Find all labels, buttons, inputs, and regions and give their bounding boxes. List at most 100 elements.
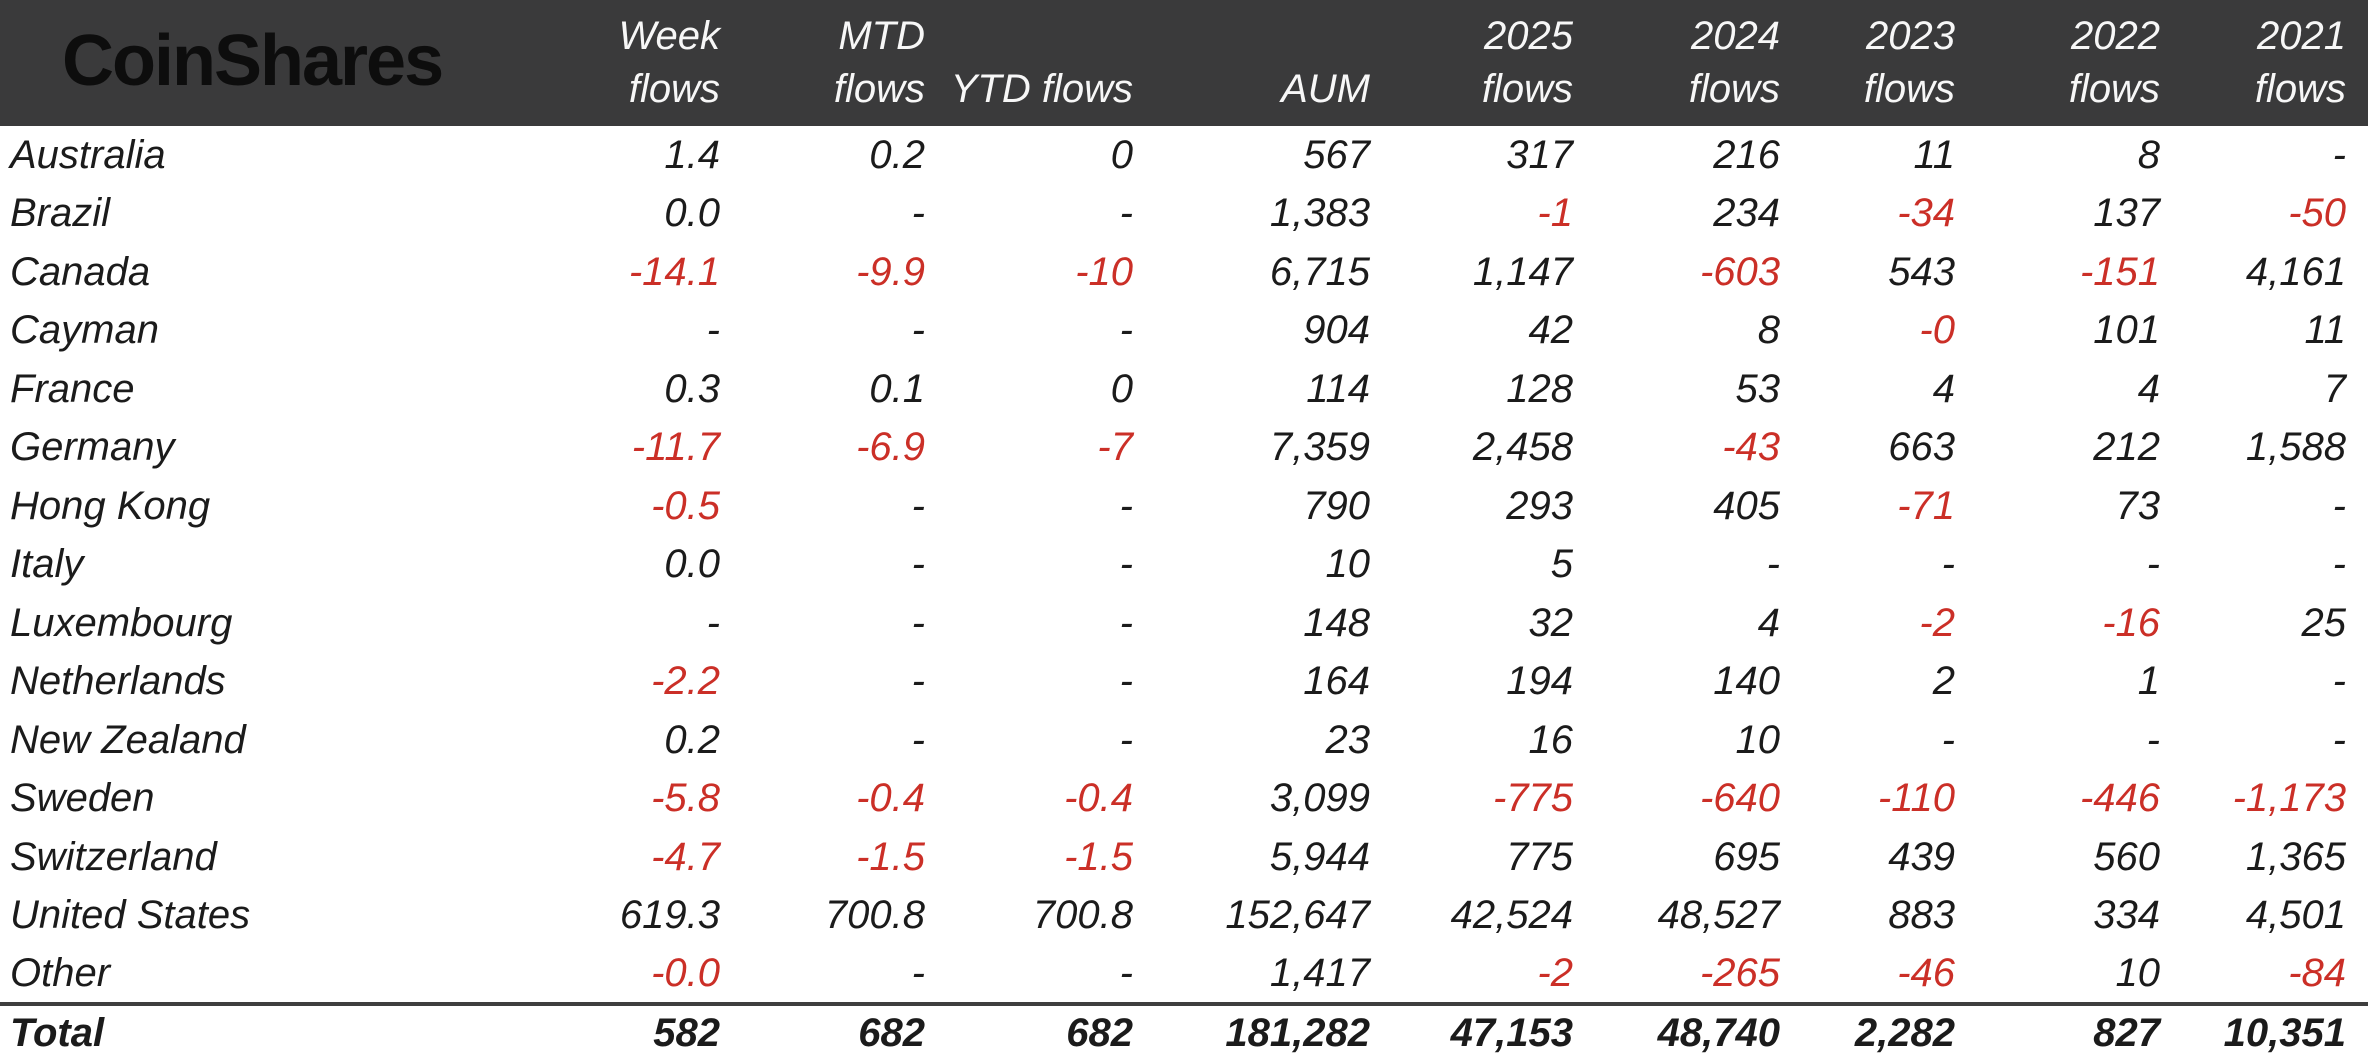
flows-2025-cell: 42,524 (1450, 893, 1573, 938)
column-header-line2: YTD flows (950, 67, 1133, 111)
column-header-2025-flows: 2025 flows (1380, 0, 1583, 126)
flows-2024-cell: 48,527 (1657, 893, 1780, 938)
ytd-flows-cell: -1.5 (1064, 834, 1133, 879)
country-label: Italy (10, 542, 84, 587)
flows-2025-cell: 32 (1528, 600, 1574, 645)
aum-cell: 904 (1303, 308, 1370, 353)
country-label: Cayman (10, 308, 159, 353)
column-header-line1: 2023 (1866, 14, 1955, 58)
flows-2023-cell: -2 (1919, 600, 1955, 645)
aum-cell: 23 (1325, 717, 1371, 762)
column-header-line2: flows (1481, 67, 1573, 111)
table-body: Australia 1.4 0.2 0 567 317 216 11 8 - B… (0, 126, 2368, 1062)
column-header-ytd-flows: YTD flows (935, 0, 1143, 126)
mtd-flows-cell: -9.9 (856, 249, 925, 294)
column-header-line1 (935, 10, 1133, 63)
flows-2022-cell: 8 (2137, 132, 2160, 177)
column-header-line2: flows (1863, 67, 1955, 111)
country-label: Switzerland (10, 834, 217, 879)
total-row: Total 582 682 682 181,282 47,153 48,740 … (0, 1001, 2368, 1062)
flows-2022-cell: 4 (2137, 366, 2160, 411)
flows-2025-cell: 42 (1528, 308, 1574, 353)
mtd-flows-cell: - (911, 950, 925, 995)
ytd-flows-cell: - (1119, 659, 1133, 704)
column-header-week-flows: Week flows (332, 0, 730, 126)
table-header: Week flows MTD flows YTD flows AUM 2025 (0, 0, 2368, 126)
mtd-flows-cell: 0.1 (869, 366, 925, 411)
ytd-flows-cell: 0 (1110, 132, 1133, 177)
flows-2025-cell: 5 (1550, 542, 1573, 587)
country-label: France (10, 366, 135, 411)
ytd-flows-cell: - (1119, 483, 1133, 528)
flows-2021-cell: 7 (2323, 366, 2346, 411)
flows-2024-cell: -43 (1722, 425, 1780, 470)
flows-2021-cell: -84 (2288, 950, 2346, 995)
flows-2025-cell: -775 (1492, 776, 1573, 821)
flows-2022-cell: 334 (2093, 893, 2160, 938)
week-flows-cell: 1.4 (664, 132, 720, 177)
aum-cell: 148 (1303, 600, 1370, 645)
flows-2023-cell: - (1941, 542, 1955, 587)
aum-cell: 10 (1325, 542, 1371, 587)
coinshares-logo: CoinShares (62, 21, 444, 101)
flows-2022-cell: - (2146, 542, 2160, 587)
table-row: United States 619.3 700.8 700.8 152,647 … (0, 887, 2368, 946)
table-row: Other -0.0 - - 1,417 -2 -265 -46 10 -84 (0, 945, 2368, 1004)
flows-2022-cell: -151 (2079, 249, 2160, 294)
week-flows-cell: 0.0 (664, 191, 720, 236)
aum-cell: 114 (1306, 366, 1370, 411)
week-flows-cell: 0.0 (664, 542, 720, 587)
column-header-line1: 2025 (1484, 14, 1573, 58)
flows-2025-cell: 293 (1506, 483, 1573, 528)
flows-2024-cell: 10 (1735, 717, 1781, 762)
flows-2021-cell: - (2332, 542, 2346, 587)
flows-2025-cell: -1 (1537, 191, 1573, 236)
flows-2023-cell: 439 (1888, 834, 1955, 879)
flows-2025-cell: 2,458 (1472, 425, 1573, 470)
table-row: Netherlands -2.2 - - 164 194 140 2 1 - (0, 653, 2368, 712)
country-label: Australia (10, 132, 166, 177)
ytd-flows-cell: -10 (1075, 249, 1133, 294)
country-label: Germany (10, 425, 175, 470)
flows-2022-cell: 1 (2137, 659, 2160, 704)
flows-2025-cell: 775 (1506, 834, 1573, 879)
flows-2024-cell: 4 (1757, 600, 1780, 645)
mtd-flows-cell: -6.9 (856, 425, 925, 470)
aum-cell: 5,944 (1269, 834, 1370, 879)
flows-2024-cell: - (1766, 542, 1780, 587)
flows-2022-cell: 560 (2093, 834, 2160, 879)
week-flows-cell: -5.8 (651, 776, 720, 821)
country-label: Hong Kong (10, 483, 211, 528)
aum-cell: 152,647 (1225, 893, 1370, 938)
column-header-2023-flows: 2023 flows (1790, 0, 1965, 126)
flows-2024-cell: 140 (1713, 659, 1780, 704)
aum-cell: 790 (1303, 483, 1370, 528)
mtd-flows-cell: 682 (730, 1001, 935, 1062)
flows-2021-cell: 1,588 (2245, 425, 2346, 470)
flows-2024-cell: 53 (1735, 366, 1781, 411)
aum-cell: 7,359 (1269, 425, 1370, 470)
flows-2021-cell: 4,501 (2245, 893, 2346, 938)
week-flows-cell: -2.2 (651, 659, 720, 704)
column-header-line2: flows (2068, 67, 2160, 111)
ytd-flows-cell: 682 (935, 1001, 1143, 1062)
mtd-flows-cell: - (911, 308, 925, 353)
flows-2023-cell: 883 (1888, 893, 1955, 938)
week-flows-cell: -0.0 (651, 950, 720, 995)
column-header-2021-flows: 2021 flows (2170, 0, 2368, 126)
mtd-flows-cell: 700.8 (824, 893, 925, 938)
flows-2021-cell: 11 (2304, 308, 2346, 353)
flows-2024-cell: 405 (1713, 483, 1780, 528)
mtd-flows-cell: - (911, 542, 925, 587)
column-header-line1: Week (618, 14, 720, 58)
table-row: Switzerland -4.7 -1.5 -1.5 5,944 775 695… (0, 828, 2368, 887)
flows-2024-cell: 234 (1713, 191, 1780, 236)
week-flows-cell: - (706, 308, 720, 353)
flows-2024-cell: 695 (1713, 834, 1780, 879)
table-row: New Zealand 0.2 - - 23 16 10 - - - (0, 711, 2368, 770)
aum-cell: 567 (1303, 132, 1370, 177)
column-header-line2: flows (2254, 67, 2346, 111)
mtd-flows-cell: -1.5 (856, 834, 925, 879)
flows-2025-cell: -2 (1537, 950, 1573, 995)
